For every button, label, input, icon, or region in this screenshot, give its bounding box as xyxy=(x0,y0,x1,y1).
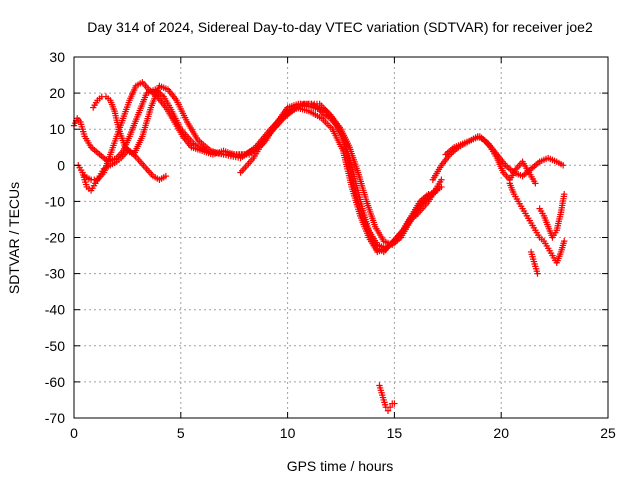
y-tick-label: 10 xyxy=(49,121,65,137)
y-tick-label: 20 xyxy=(49,85,65,101)
y-tick-label: -30 xyxy=(45,266,65,282)
y-tick-label: 30 xyxy=(49,49,65,65)
data-points xyxy=(70,79,568,414)
x-tick-label: 10 xyxy=(280,425,296,441)
axis-ticks: 0 5 10 15 20 25 30 20 10 0 -10 -20 -30 -40 -50 -60 -70 xyxy=(45,49,616,441)
data-point xyxy=(534,270,541,277)
x-tick-label: 20 xyxy=(493,425,509,441)
y-tick-label: -50 xyxy=(45,338,65,354)
data-point xyxy=(559,162,567,169)
y-tick-label: -20 xyxy=(45,230,65,246)
y-tick-label: -40 xyxy=(45,302,65,318)
x-axis-label: GPS time / hours xyxy=(287,458,394,474)
data-point xyxy=(162,172,170,180)
data-point xyxy=(384,407,392,414)
x-tick-label: 15 xyxy=(387,425,403,441)
chart-title: Day 314 of 2024, Sidereal Day-to-day VTE… xyxy=(87,19,593,35)
y-tick-label: 0 xyxy=(57,157,65,173)
data-point xyxy=(386,403,394,411)
y-axis-label: SDTVAR / TECUs xyxy=(6,182,22,294)
data-point xyxy=(561,190,568,198)
y-tick-label: -70 xyxy=(45,410,65,426)
data-point xyxy=(391,400,398,407)
data-point xyxy=(438,176,445,183)
data-point xyxy=(561,237,568,245)
data-point xyxy=(532,180,539,187)
y-tick-label: -60 xyxy=(45,374,65,390)
grid xyxy=(74,57,608,418)
x-tick-label: 0 xyxy=(70,425,78,441)
x-tick-label: 5 xyxy=(177,425,185,441)
x-tick-label: 25 xyxy=(600,425,616,441)
y-tick-label: -10 xyxy=(45,193,65,209)
